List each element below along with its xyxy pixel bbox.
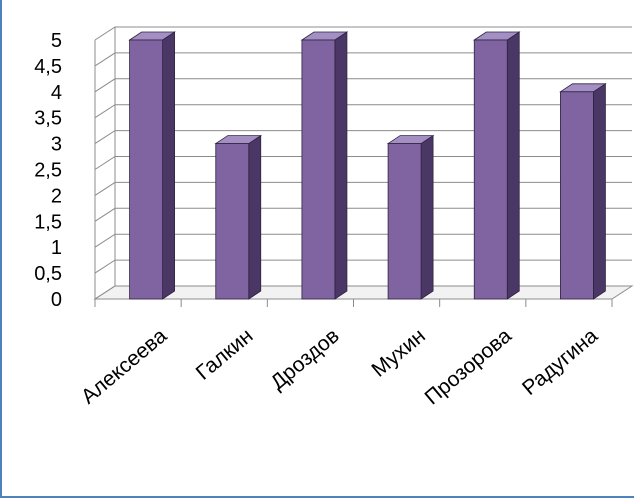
y-tick-label: 2,5 — [34, 160, 62, 182]
y-tick-label: 5 — [51, 30, 62, 52]
gridline — [94, 207, 632, 222]
bar-front — [129, 39, 163, 300]
bar-side — [162, 31, 175, 300]
gridline — [94, 156, 632, 170]
y-axis: 0 0,5 1 1,5 2 2,5 3 3,5 4 4,5 5 — [34, 30, 96, 311]
gridline — [94, 52, 632, 67]
gridline — [94, 104, 632, 119]
bar-front — [215, 143, 250, 300]
bar-side — [420, 134, 434, 300]
chart-walls — [93, 27, 634, 300]
gridline — [94, 285, 632, 300]
bar-side — [334, 31, 348, 300]
y-tick-label: 1 — [51, 237, 62, 259]
y-tick-label: 3 — [51, 134, 62, 156]
bar — [300, 31, 349, 300]
bar-front — [387, 143, 422, 300]
bar-side — [506, 31, 520, 300]
y-tick-label: 2 — [51, 185, 62, 207]
bars — [128, 31, 607, 300]
gridline — [94, 130, 632, 145]
y-tick-label: 4 — [51, 82, 62, 104]
bar — [128, 31, 176, 300]
bar-front — [560, 91, 594, 300]
y-tick-label: 0 — [51, 289, 62, 311]
bar — [214, 134, 263, 300]
y-tick-label: 4,5 — [34, 56, 62, 78]
x-category-label: Галкин — [192, 324, 258, 384]
gridline — [94, 26, 632, 41]
gridline — [94, 181, 632, 196]
x-category-label: Прозорова — [421, 324, 517, 409]
gridlines — [94, 26, 632, 300]
bar — [472, 31, 521, 300]
bar-side — [248, 134, 262, 300]
bar-side — [593, 83, 606, 300]
bar-front — [301, 39, 336, 300]
x-category-label: Алексеева — [77, 324, 172, 409]
gridline — [94, 259, 632, 274]
gridline — [94, 78, 632, 93]
y-tick-label: 3,5 — [34, 108, 62, 130]
bar-front — [473, 39, 508, 300]
y-tick-label: 0,5 — [34, 263, 62, 285]
x-category-label: Радугина — [518, 324, 602, 400]
gridline — [94, 233, 632, 248]
bar — [559, 83, 607, 300]
bar — [386, 134, 435, 300]
x-category-label: Дроздов — [266, 324, 343, 394]
x-category-label: Мухин — [367, 324, 429, 382]
y-tick-label: 1,5 — [34, 211, 62, 233]
chart-floor — [93, 285, 634, 300]
